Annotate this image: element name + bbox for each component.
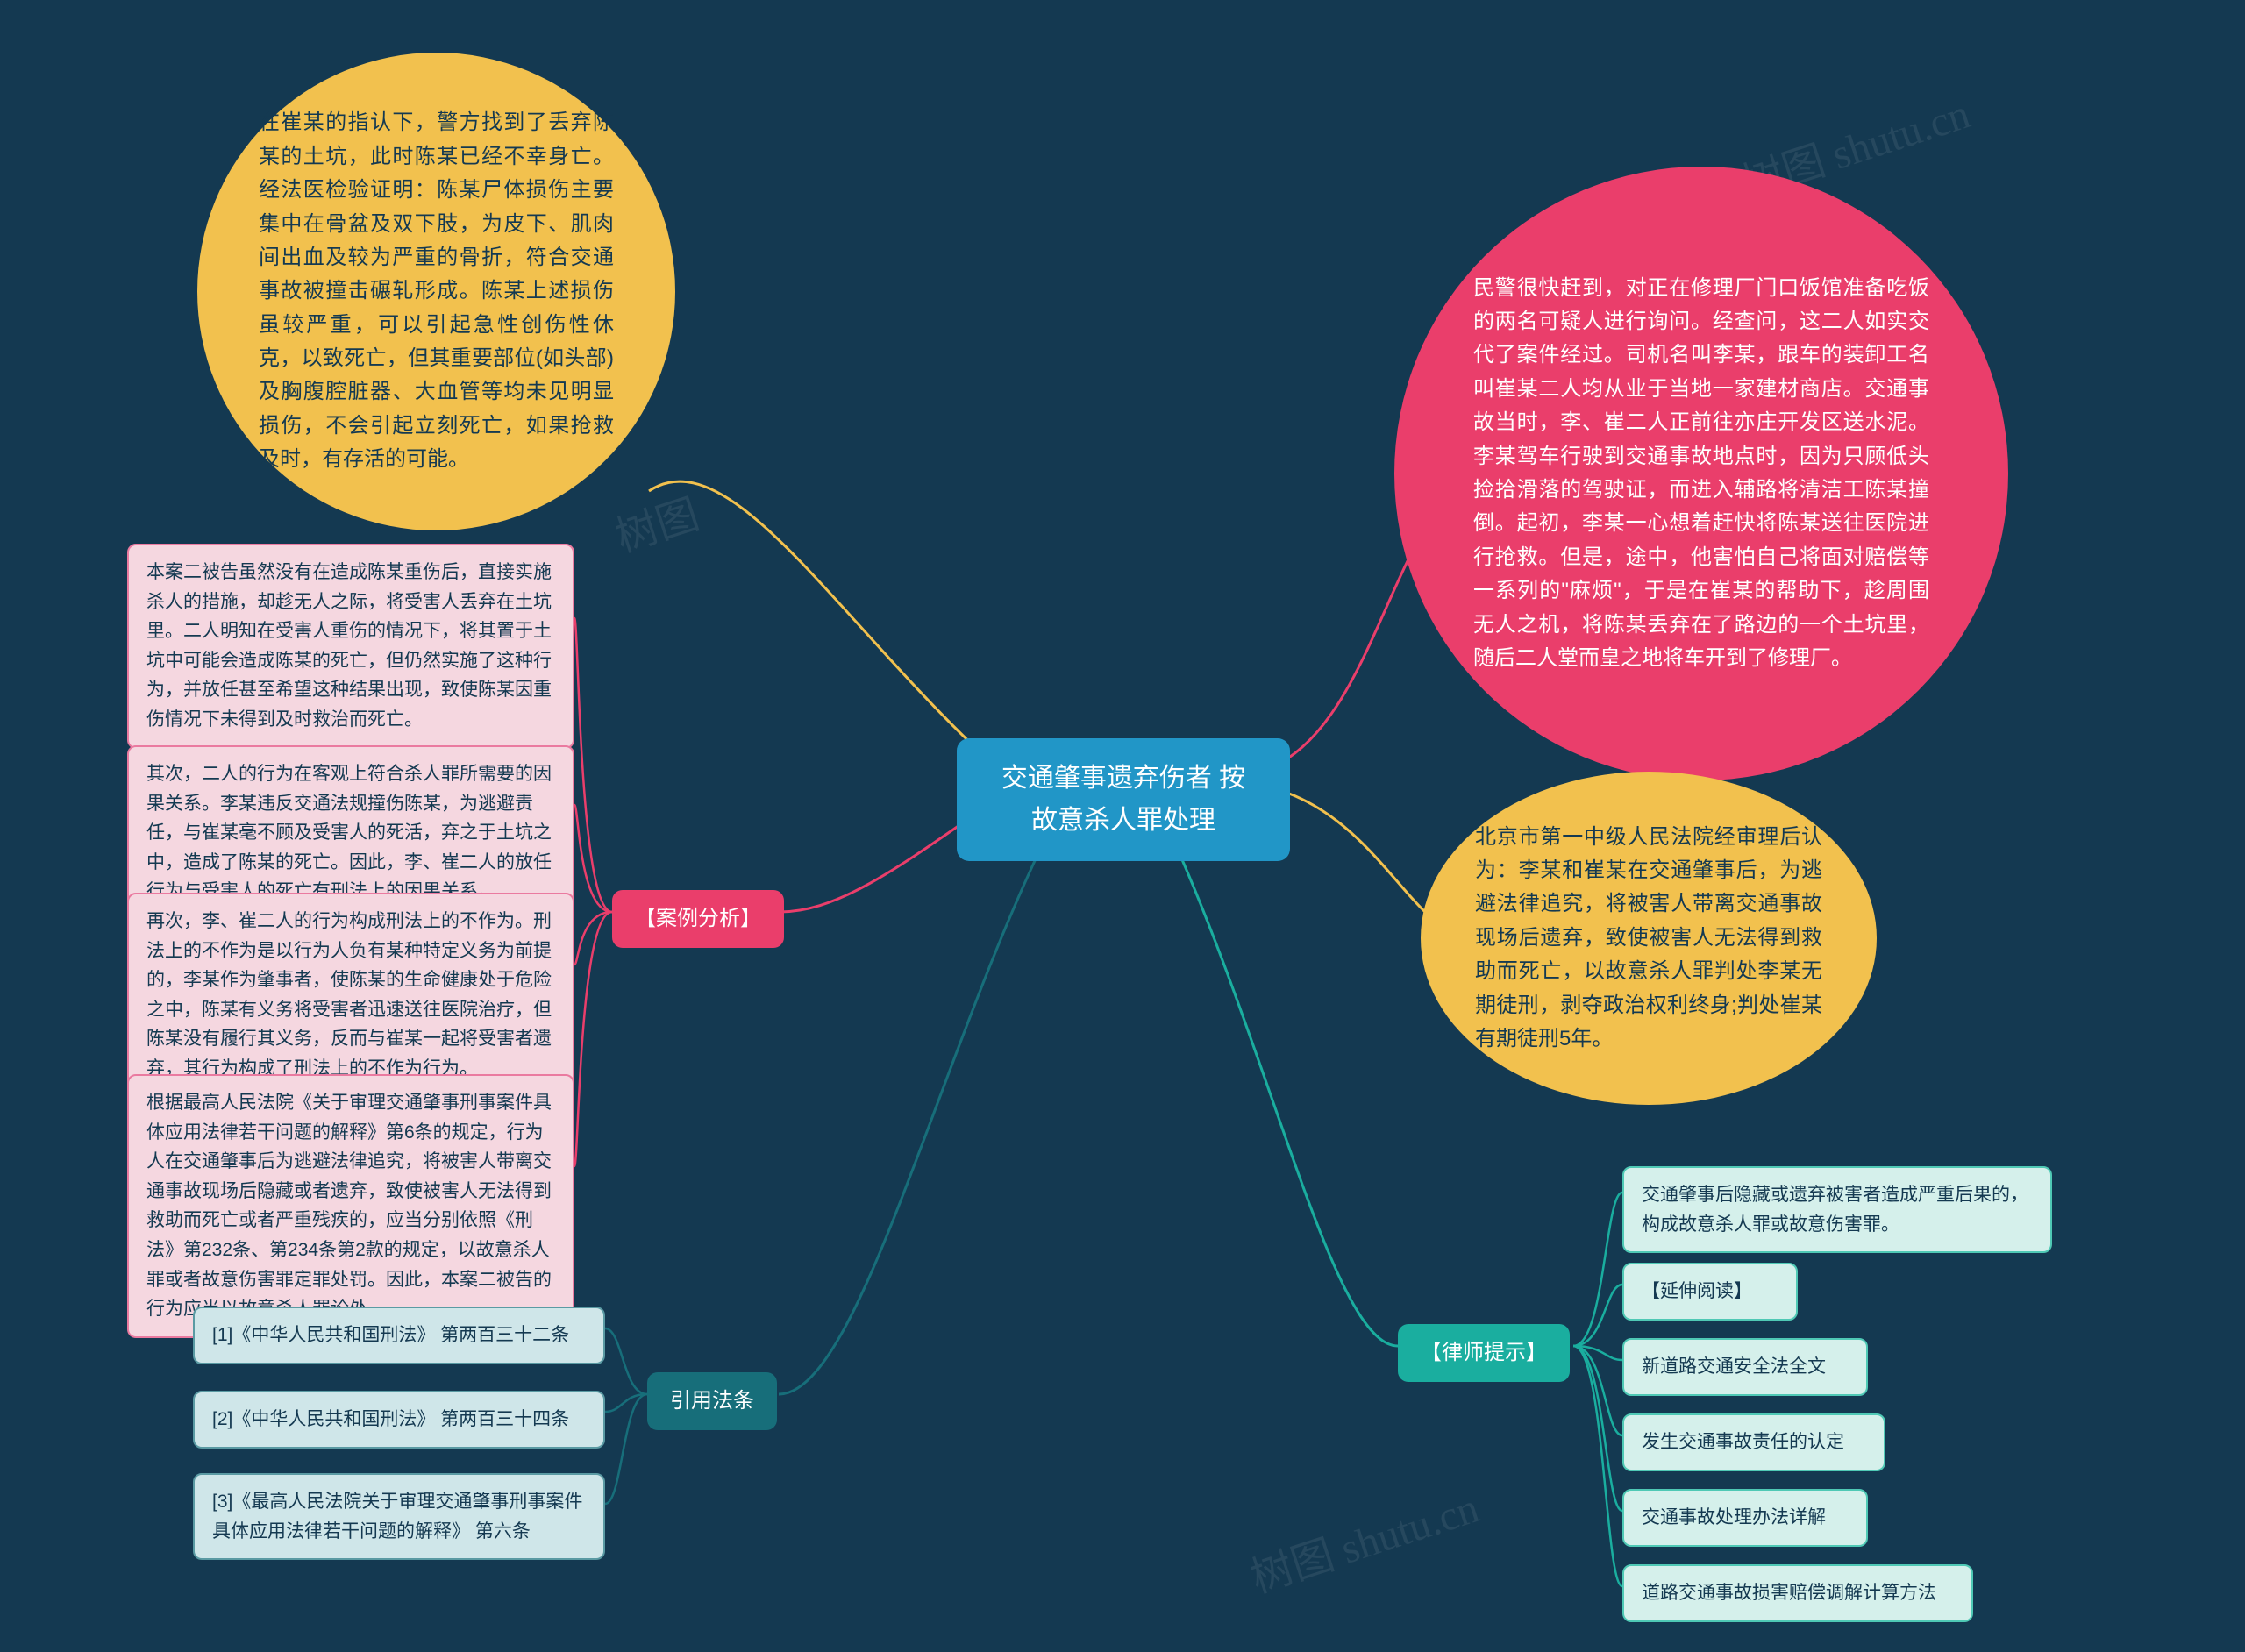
leaf-text: [2]《中华人民共和国刑法》 第两百三十四条: [212, 1409, 569, 1429]
lawyer-leaf[interactable]: 道路交通事故损害赔偿调解计算方法: [1622, 1564, 1973, 1622]
lawyer-leaf[interactable]: 【延伸阅读】: [1622, 1263, 1798, 1321]
leaf-text: [1]《中华人民共和国刑法》 第两百三十二条: [212, 1325, 569, 1345]
law-leaf[interactable]: [3]《最高人民法院关于审理交通肇事刑事案件具体应用法律若干问题的解释》 第六条: [193, 1473, 605, 1560]
branch-analysis-label: 【案例分析】: [635, 907, 761, 930]
bubble-case-facts[interactable]: 民警很快赶到，对正在修理厂门口饭馆准备吃饭的两名可疑人进行询问。经查问，这二人如…: [1394, 167, 2008, 780]
watermark: 树图 shutu.cn: [1242, 1473, 1486, 1605]
bubble-case-facts-text: 民警很快赶到，对正在修理厂门口饭馆准备吃饭的两名可疑人进行询问。经查问，这二人如…: [1473, 272, 1929, 676]
bubble-verdict[interactable]: 北京市第一中级人民法院经审理后认为：李某和崔某在交通肇事后，为逃避法律追究，将被…: [1421, 772, 1877, 1105]
branch-law[interactable]: 引用法条: [647, 1372, 777, 1430]
lawyer-leaf[interactable]: 交通肇事后隐藏或遗弃被害者造成严重后果的，构成故意杀人罪或故意伤害罪。: [1622, 1166, 2052, 1253]
analysis-leaf[interactable]: 再次，李、崔二人的行为构成刑法上的不作为。刑法上的不作为是以行为人负有某种特定义…: [127, 893, 574, 1098]
lawyer-leaf[interactable]: 发生交通事故责任的认定: [1622, 1413, 1885, 1471]
center-topic-text: 交通肇事遗弃伤者 按故意杀人罪处理: [1001, 764, 1245, 835]
mindmap-canvas: 树图 树图 shutu.cn 树图 树图 shutu.cn 树图 shutu.c…: [0, 0, 2245, 1652]
leaf-text: 道路交通事故损害赔偿调解计算方法: [1642, 1583, 1936, 1603]
law-leaf[interactable]: [2]《中华人民共和国刑法》 第两百三十四条: [193, 1391, 605, 1449]
leaf-text: 新道路交通安全法全文: [1642, 1356, 1826, 1377]
bubble-verdict-text: 北京市第一中级人民法院经审理后认为：李某和崔某在交通肇事后，为逃避法律追究，将被…: [1475, 821, 1822, 1057]
watermark: 树图: [607, 480, 706, 564]
leaf-text: 发生交通事故责任的认定: [1642, 1432, 1844, 1452]
bubble-evidence-text: 在崔某的指认下，警方找到了丢弃陈某的土坑，此时陈某已经不幸身亡。经法医检验证明：…: [259, 106, 614, 476]
leaf-text: 其次，二人的行为在客观上符合杀人罪所需要的因果关系。李某违反交通法规撞伤陈某，为…: [146, 764, 552, 901]
leaf-text: 交通肇事后隐藏或遗弃被害者造成严重后果的，构成故意杀人罪或故意伤害罪。: [1642, 1185, 2028, 1235]
analysis-leaf[interactable]: 根据最高人民法院《关于审理交通肇事刑事案件具体应用法律若干问题的解释》第6条的规…: [127, 1074, 574, 1338]
branch-lawyer[interactable]: 【律师提示】: [1398, 1324, 1570, 1382]
leaf-text: 本案二被告虽然没有在造成陈某重伤后，直接实施杀人的措施，却趁无人之际，将受害人丢…: [146, 562, 552, 730]
leaf-text: 再次，李、崔二人的行为构成刑法上的不作为。刑法上的不作为是以行为人负有某种特定义…: [146, 911, 552, 1079]
center-topic[interactable]: 交通肇事遗弃伤者 按故意杀人罪处理: [957, 738, 1290, 861]
lawyer-leaf[interactable]: 新道路交通安全法全文: [1622, 1338, 1868, 1396]
lawyer-leaf[interactable]: 交通事故处理办法详解: [1622, 1489, 1868, 1547]
bubble-evidence[interactable]: 在崔某的指认下，警方找到了丢弃陈某的土坑，此时陈某已经不幸身亡。经法医检验证明：…: [197, 53, 675, 530]
leaf-text: [3]《最高人民法院关于审理交通肇事刑事案件具体应用法律若干问题的解释》 第六条: [212, 1492, 582, 1542]
branch-law-label: 引用法条: [670, 1389, 754, 1413]
law-leaf[interactable]: [1]《中华人民共和国刑法》 第两百三十二条: [193, 1307, 605, 1364]
leaf-text: 【延伸阅读】: [1642, 1281, 1752, 1301]
branch-lawyer-label: 【律师提示】: [1421, 1341, 1547, 1364]
leaf-text: 交通事故处理办法详解: [1642, 1507, 1826, 1527]
branch-analysis[interactable]: 【案例分析】: [612, 890, 784, 948]
analysis-leaf[interactable]: 本案二被告虽然没有在造成陈某重伤后，直接实施杀人的措施，却趁无人之际，将受害人丢…: [127, 544, 574, 749]
leaf-text: 根据最高人民法院《关于审理交通肇事刑事案件具体应用法律若干问题的解释》第6条的规…: [146, 1093, 552, 1319]
